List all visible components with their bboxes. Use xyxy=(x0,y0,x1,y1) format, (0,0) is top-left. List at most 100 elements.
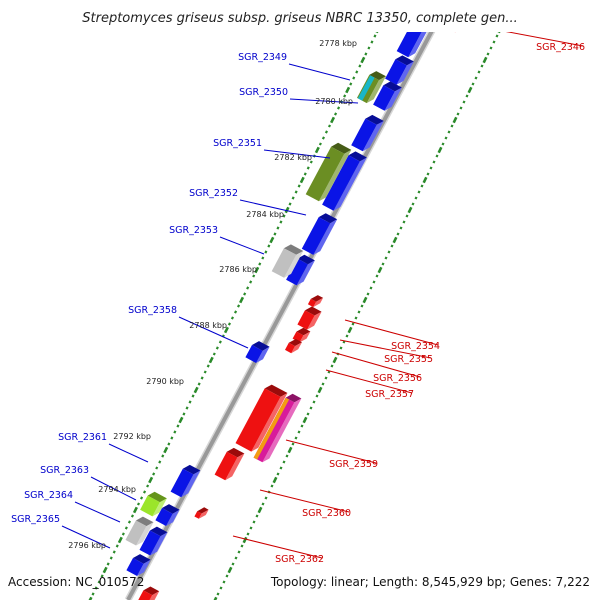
tick-mark xyxy=(480,64,484,68)
gene-label-sgr_2357[interactable]: SGR_2357 xyxy=(365,389,414,400)
gene-feature[interactable] xyxy=(253,393,302,463)
tick-mark xyxy=(267,244,271,248)
gene-label-sgr_2362[interactable]: SGR_2362 xyxy=(275,554,324,565)
gene-feature[interactable] xyxy=(351,114,384,152)
tick-mark xyxy=(312,400,316,404)
tick-mark xyxy=(237,550,241,554)
gene-label-sgr_2352[interactable]: SGR_2352 xyxy=(189,188,238,199)
tick-mark xyxy=(360,56,366,64)
tick-mark xyxy=(130,514,134,518)
gene-feature[interactable] xyxy=(307,295,324,308)
tick-mark xyxy=(242,536,248,544)
gene-feature[interactable] xyxy=(155,504,180,526)
label-leader-line xyxy=(259,489,350,513)
tick-mark xyxy=(191,394,195,398)
tick-mark xyxy=(465,94,469,98)
gene-feature[interactable] xyxy=(194,507,209,519)
gene-label-sgr_2361[interactable]: SGR_2361 xyxy=(58,432,107,443)
tick-mark xyxy=(297,184,301,188)
tick-mark xyxy=(193,386,199,394)
gene-feature[interactable] xyxy=(322,151,367,211)
gene-feature[interactable] xyxy=(305,142,352,202)
tick-mark xyxy=(132,506,138,514)
gene-feature[interactable] xyxy=(125,516,154,546)
gene-feature[interactable] xyxy=(245,341,270,363)
tick-mark xyxy=(155,466,159,470)
tick-mark xyxy=(282,460,286,464)
tick-mark xyxy=(318,142,322,146)
tick-mark xyxy=(234,556,238,560)
tick-mark xyxy=(324,130,328,134)
gene-feature[interactable] xyxy=(297,306,322,330)
gene-feature[interactable] xyxy=(373,81,402,111)
tick-mark xyxy=(381,262,385,266)
tick-mark xyxy=(282,214,286,218)
gene-label-sgr_2353[interactable]: SGR_2353 xyxy=(169,225,218,236)
tick-mark xyxy=(215,346,219,350)
tick-mark xyxy=(254,266,260,274)
tick-mark xyxy=(225,574,229,578)
gene-label-sgr_2351[interactable]: SGR_2351 xyxy=(213,138,262,149)
tick-mark xyxy=(303,172,307,176)
gene-label-sgr_2365[interactable]: SGR_2365 xyxy=(11,514,60,525)
gene-labels[interactable]: SGR_2349 SGR_2350 SGR_2351 SGR_2352 SGR_2353… xyxy=(11,42,585,565)
gene-feature[interactable] xyxy=(214,447,245,481)
gene-label-sgr_2360[interactable]: SGR_2360 xyxy=(302,508,351,519)
tick-mark xyxy=(477,70,481,74)
tick-mark xyxy=(345,334,349,338)
tick-mark xyxy=(373,34,377,38)
tick-mark xyxy=(360,304,364,308)
gene-label-sgr_2364[interactable]: SGR_2364 xyxy=(24,490,73,501)
coordinate-ruler: 2778 kbp 2780 kbp 2782 kbp 2784 kbp 2786 kbp… xyxy=(68,39,357,550)
gene-feature[interactable] xyxy=(139,526,168,556)
tick-mark xyxy=(264,250,268,254)
label-leader-line xyxy=(497,29,584,47)
gene-label-sgr_2363[interactable]: SGR_2363 xyxy=(40,465,89,476)
label-leader-line xyxy=(239,199,307,216)
label-leader-line xyxy=(289,98,359,104)
gene-feature[interactable] xyxy=(235,384,288,452)
tick-mark xyxy=(112,550,116,554)
tick-mark xyxy=(294,436,298,440)
gene-feature[interactable] xyxy=(271,244,304,278)
tick-mark xyxy=(324,376,328,380)
tick-mark xyxy=(355,70,359,74)
gene-label-sgr_2355[interactable]: SGR_2355 xyxy=(384,354,433,365)
tick-mark xyxy=(249,526,253,530)
gene-label-sgr_2354[interactable]: SGR_2354 xyxy=(391,341,440,352)
gene-feature[interactable] xyxy=(357,71,386,104)
gene-label-sgr_2356[interactable]: SGR_2356 xyxy=(373,373,422,384)
gene-label-sgr_2359[interactable]: SGR_2359 xyxy=(329,459,378,470)
label-leader-line xyxy=(90,476,137,501)
label-leader-line xyxy=(219,236,265,255)
gene-label-sgr_2358[interactable]: SGR_2358 xyxy=(128,305,177,316)
tick-mark xyxy=(148,476,154,484)
gene-feature[interactable] xyxy=(286,254,315,286)
gene-label-sgr_2350[interactable]: SGR_2350 xyxy=(239,87,288,98)
tick-mark xyxy=(158,460,162,464)
tick-mark xyxy=(354,316,358,320)
tick-mark xyxy=(495,34,499,38)
tick-mark xyxy=(315,394,319,398)
gene-feature[interactable] xyxy=(285,339,302,354)
gene-label-sgr_2349[interactable]: SGR_2349 xyxy=(238,52,287,63)
tick-mark xyxy=(246,532,250,536)
tick-mark xyxy=(370,40,374,44)
label-leader-line xyxy=(288,63,351,81)
tick-mark xyxy=(121,532,125,536)
tick-mark xyxy=(249,280,253,284)
gene-feature[interactable] xyxy=(301,213,338,255)
tick-mark xyxy=(399,226,403,230)
gene-feature[interactable] xyxy=(140,491,167,517)
gene-feature[interactable] xyxy=(170,464,201,498)
tick-mark xyxy=(387,250,391,254)
gene-feature[interactable] xyxy=(385,55,414,85)
tick-mark xyxy=(167,442,171,446)
tick-mark xyxy=(456,112,460,116)
tick-marks xyxy=(87,26,503,604)
gene-feature[interactable] xyxy=(126,554,151,576)
gene-label-sgr_2346[interactable]: SGR_2346 xyxy=(536,42,585,53)
tick-mark xyxy=(375,274,379,278)
